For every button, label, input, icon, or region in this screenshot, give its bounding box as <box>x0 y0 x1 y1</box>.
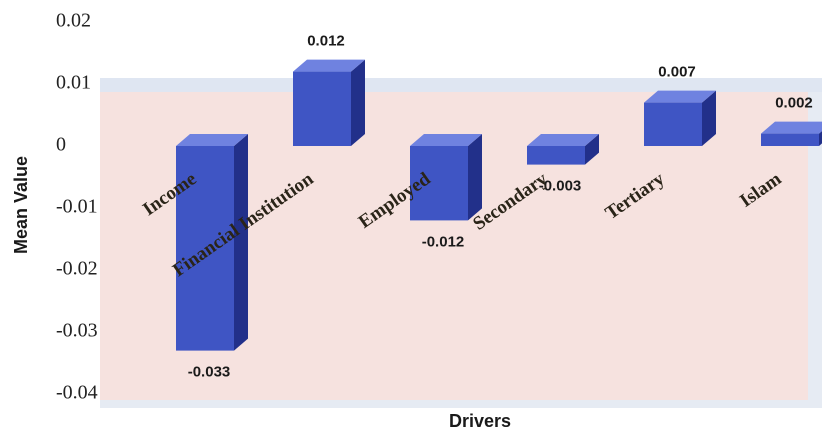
value-label: -0.033 <box>188 364 231 381</box>
bar <box>176 134 248 351</box>
frame-band <box>100 400 822 408</box>
value-label: 0.012 <box>307 33 345 50</box>
bar-side <box>468 134 482 221</box>
y-tick-label: -0.03 <box>56 320 98 342</box>
y-tick-label: -0.02 <box>56 258 98 280</box>
bar-side <box>351 59 365 146</box>
bar-top <box>761 121 822 134</box>
bar <box>761 121 822 146</box>
bar-front <box>527 146 585 165</box>
bar-top <box>527 134 599 146</box>
bar-front <box>293 71 351 146</box>
y-axis-title: Mean Value <box>11 156 31 254</box>
value-label: -0.012 <box>422 233 465 250</box>
bar-front <box>644 102 702 146</box>
bar-side <box>702 90 716 146</box>
frame-band <box>100 78 822 92</box>
bar-front <box>761 133 819 146</box>
bar-side <box>819 131 822 146</box>
frame-band <box>808 92 822 408</box>
y-tick-label: -0.04 <box>56 382 98 404</box>
bar <box>410 134 482 221</box>
y-tick-label: 0 <box>56 134 66 156</box>
bar-side <box>585 134 599 165</box>
value-label: 0.002 <box>775 95 813 112</box>
bar-top <box>293 59 365 72</box>
bar <box>293 59 365 146</box>
x-axis-title: Drivers <box>449 411 511 431</box>
bar-front <box>176 146 234 351</box>
bar <box>644 90 716 146</box>
bar <box>527 134 599 165</box>
bar-top <box>410 134 482 146</box>
bar-side <box>234 134 248 351</box>
y-tick-label: 0.01 <box>56 72 91 94</box>
y-tick-label: 0.02 <box>56 10 91 32</box>
value-label: -0.003 <box>539 178 582 195</box>
bar-top <box>176 134 248 146</box>
bar-top <box>644 90 716 103</box>
bar-front <box>410 146 468 221</box>
y-tick-label: -0.01 <box>56 196 98 218</box>
value-label: 0.007 <box>658 64 696 81</box>
